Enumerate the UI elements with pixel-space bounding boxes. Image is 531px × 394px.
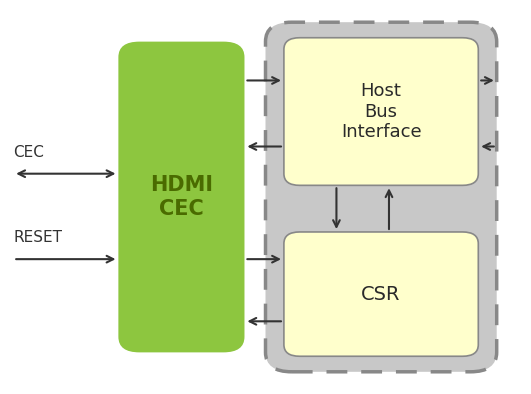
Text: HDMI
CEC: HDMI CEC: [150, 175, 213, 219]
Text: RESET: RESET: [13, 230, 62, 245]
Text: CSR: CSR: [362, 284, 401, 304]
Text: CEC: CEC: [13, 145, 44, 160]
FancyBboxPatch shape: [118, 42, 244, 352]
FancyBboxPatch shape: [284, 232, 478, 356]
Text: Host
Bus
Interface: Host Bus Interface: [341, 82, 422, 141]
FancyBboxPatch shape: [284, 38, 478, 185]
FancyBboxPatch shape: [266, 22, 496, 372]
